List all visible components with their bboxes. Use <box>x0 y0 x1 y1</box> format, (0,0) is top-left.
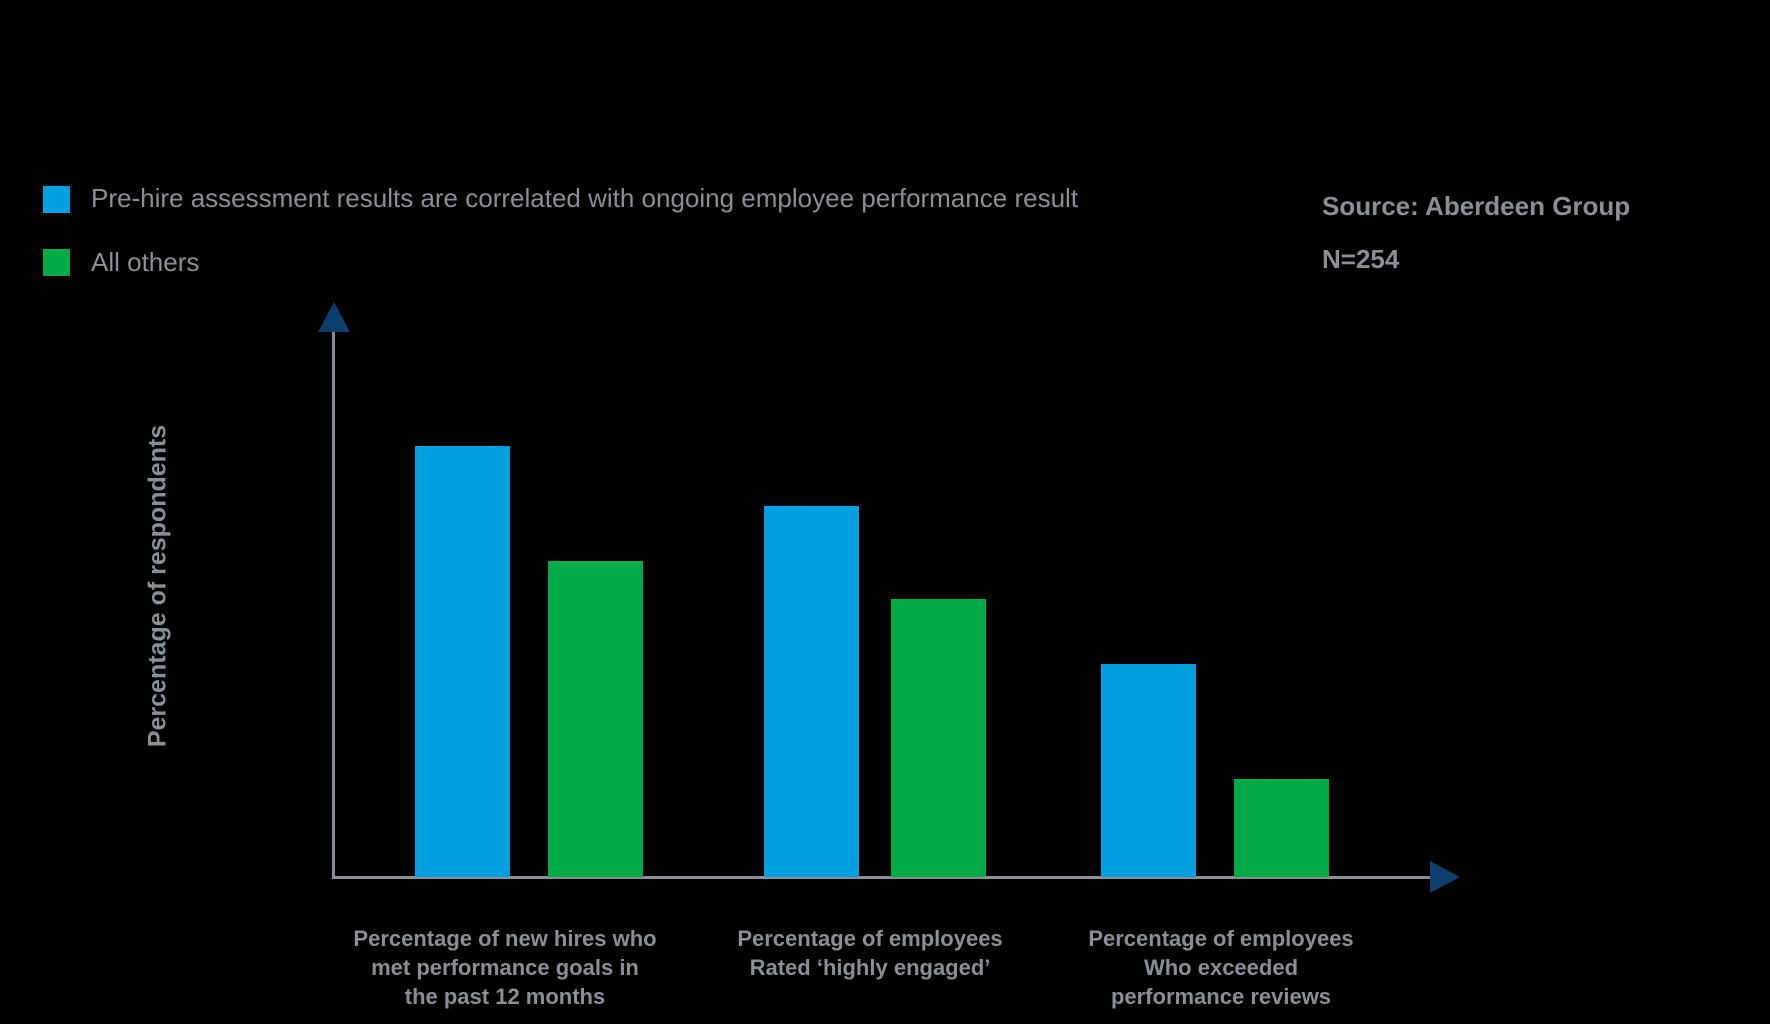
category-label-highly-engaged: Percentage of employees Rated ‘highly en… <box>737 926 1003 980</box>
source-annotation: Source: Aberdeen Group <box>1322 191 1631 221</box>
legend-label-all-others: All others <box>91 247 200 277</box>
x-axis-line <box>332 876 1432 879</box>
y-axis-line <box>332 330 335 879</box>
legend-swatch-all-others <box>43 249 70 276</box>
sample-size-annotation: N=254 <box>1322 244 1400 274</box>
bar-prehire-category-1 <box>415 446 510 877</box>
x-axis-arrow-icon <box>1430 861 1460 893</box>
y-axis-arrow-icon <box>318 302 350 332</box>
bar-all-others-category-1 <box>548 561 643 877</box>
bar-all-others-category-2 <box>891 599 986 877</box>
bar-prehire-category-2 <box>764 506 859 877</box>
legend-swatch-prehire <box>43 186 70 213</box>
category-label-new-hires: Percentage of new hires who met performa… <box>353 926 657 1009</box>
legend-label-prehire: Pre-hire assessment results are correlat… <box>91 183 1079 213</box>
category-label-exceeded-reviews: Percentage of employees Who exceeded per… <box>1088 926 1354 1009</box>
bar-prehire-category-3 <box>1101 664 1196 877</box>
bar-all-others-category-3 <box>1234 779 1329 877</box>
y-axis-label: Percentage of respondents <box>143 424 172 748</box>
